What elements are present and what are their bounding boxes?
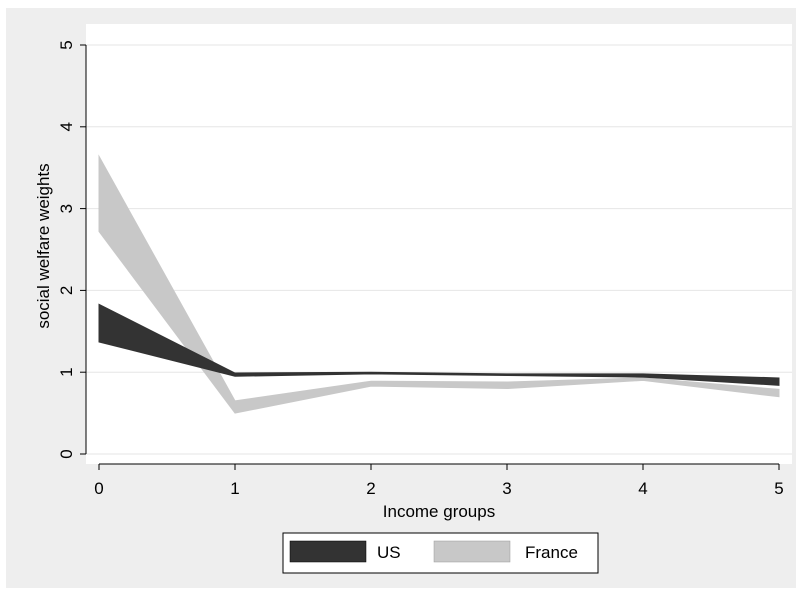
x-axis-label: Income groups [383,502,495,521]
x-tick-label-5: 5 [774,479,783,498]
grid [86,44,792,455]
legend-label-france: France [525,543,578,562]
legend: US France [282,532,599,574]
y-tick-label-5: 5 [57,40,76,49]
series-bands [98,154,780,414]
axes: 0 1 2 3 4 5 0 1 2 3 4 5 [57,40,784,498]
legend-label-us: US [377,543,401,562]
y-tick-label-3: 3 [57,204,76,213]
y-tick-label-4: 4 [57,122,76,131]
x-tick-label-4: 4 [638,479,647,498]
legend-swatch-us [289,540,367,563]
legend-swatch-france [433,540,511,563]
y-tick-label-2: 2 [57,286,76,295]
x-tick-label-3: 3 [502,479,511,498]
x-tick-label-0: 0 [94,479,103,498]
band-us [98,303,780,386]
y-axis-label: social welfare weights [34,163,53,328]
plot-area [86,24,792,464]
y-tick-label-1: 1 [57,367,76,376]
band-france [98,154,780,414]
y-tick-label-0: 0 [57,449,76,458]
x-tick-label-2: 2 [366,479,375,498]
x-tick-label-1: 1 [230,479,239,498]
